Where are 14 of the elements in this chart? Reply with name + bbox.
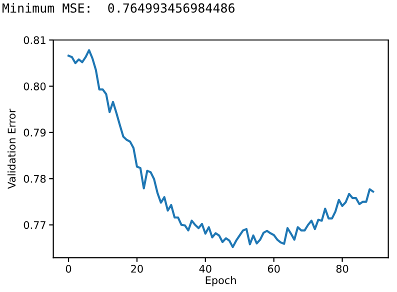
y-tick-label: 0.79 (24, 128, 46, 137)
y-axis-title: Validation Error (8, 108, 16, 189)
x-tick-label: 0 (66, 264, 72, 273)
y-tick-label: 0.81 (24, 36, 46, 44)
line-series (67, 49, 374, 248)
x-tick-label: 80 (336, 264, 348, 273)
y-tick-label: 0.78 (24, 174, 46, 183)
y-tick-label: 0.77 (24, 221, 46, 229)
x-axis-title: Epoch (206, 276, 236, 286)
x-tick-label: 40 (199, 264, 212, 273)
x-tick-label: 20 (131, 264, 143, 273)
chart-title: Minimum MSE: 0.764993456984486 (2, 3, 234, 13)
x-tick-label: 60 (268, 264, 280, 273)
y-tick-label: 0.80 (24, 82, 46, 90)
